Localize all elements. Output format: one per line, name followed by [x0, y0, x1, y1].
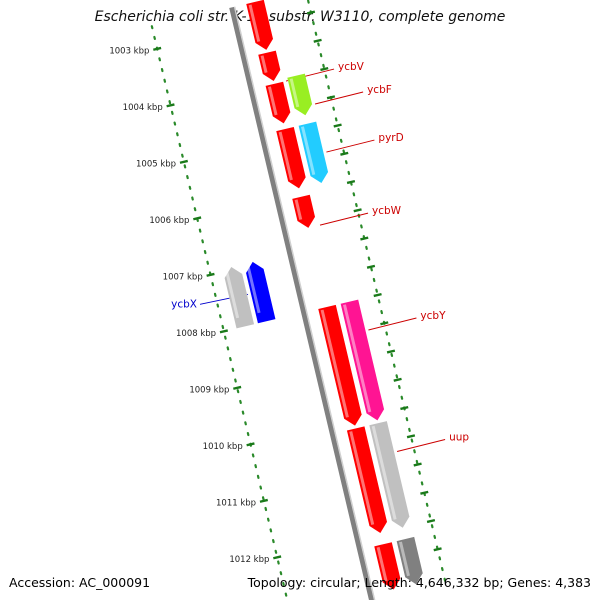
gene-sheen	[246, 264, 261, 314]
gene-sheen	[376, 546, 388, 582]
gene-sheen	[289, 78, 300, 108]
ruler-tick-right	[320, 66, 329, 72]
gene-label: ycbY	[420, 310, 446, 322]
ruler-tick-minor	[433, 547, 442, 552]
ruler-label: 1003 kbp	[109, 47, 149, 57]
gene-leader-line	[396, 439, 446, 452]
ruler-tick-right	[333, 123, 342, 128]
gene-arrow	[374, 542, 401, 590]
ruler-tick-left	[259, 498, 269, 503]
gene-arrow	[224, 266, 255, 329]
gene-label: pyrD	[378, 132, 403, 144]
gene-arrow	[396, 536, 423, 585]
map-title: Escherichia coli str. K-12 substr. W3110…	[94, 9, 506, 25]
ruler-tick-left	[166, 103, 175, 108]
gene-sheen	[399, 541, 410, 577]
ruler-tick-minor	[420, 490, 429, 495]
gene-arrow	[318, 304, 362, 426]
gene-label: ycbF	[367, 84, 392, 96]
gene-sheen	[320, 309, 349, 418]
ruler-tick-minor	[366, 264, 376, 269]
topology-text: Topology: circular; Length: 4,646,332 bp…	[247, 575, 591, 590]
ruler-tick-left	[153, 46, 162, 51]
gene-leader-line	[314, 91, 364, 105]
gene-sheen	[224, 269, 240, 319]
ruler-tick-right	[373, 292, 382, 298]
gene-arrow	[276, 126, 306, 189]
ruler-label: 1009 kbp	[189, 386, 229, 396]
gene-arrow	[287, 73, 313, 116]
ruler-tick-minor	[326, 95, 336, 100]
gene-label: ycbW	[372, 205, 402, 217]
gene-arrow	[246, 0, 273, 50]
gene-label: ycbX	[171, 298, 197, 310]
gene-sheen	[371, 425, 397, 520]
ruler-tick-left	[193, 216, 202, 221]
ruler-label: 1005 kbp	[136, 160, 176, 170]
ruler-label: 1012 kbp	[229, 555, 269, 565]
ruler-label: 1008 kbp	[176, 329, 216, 339]
ruler-label: 1006 kbp	[149, 216, 189, 226]
genome-backbone	[229, 6, 375, 600]
gene-sheen	[300, 126, 316, 176]
ruler-label: 1011 kbp	[216, 499, 256, 509]
gene-sheen	[294, 199, 303, 220]
gene-arrow	[246, 261, 276, 324]
genome-backbone-highlight	[233, 6, 376, 600]
gene-sheen	[349, 431, 375, 525]
gene-sheen	[267, 86, 278, 116]
ruler-tick-left	[206, 272, 215, 277]
ruler-tick-minor	[353, 208, 362, 213]
gene-leader-line	[319, 212, 369, 226]
ruler-tick-left	[233, 385, 242, 390]
ruler-tick-right	[426, 518, 436, 524]
accession-text: Accession: AC_000091	[9, 575, 151, 590]
gene-sheen	[278, 131, 293, 181]
ruler-tick-minor	[340, 151, 349, 156]
ruler-tick-left	[246, 442, 255, 447]
gene-arrow	[298, 121, 329, 184]
ruler-tick-right	[413, 462, 422, 467]
ruler-tick-right	[306, 10, 316, 15]
gene-arrow	[265, 81, 291, 124]
gene-arrow	[369, 421, 410, 528]
gene-arrow	[340, 299, 385, 421]
gene-label: ycbV	[338, 61, 365, 73]
gene-arrow	[258, 50, 281, 81]
ruler-tick-minor	[313, 38, 322, 43]
ruler-label: 1004 kbp	[123, 103, 163, 113]
ruler-tick-left	[219, 329, 229, 334]
gene-sheen	[260, 55, 268, 73]
ruler-tick-right	[346, 179, 356, 185]
ruler-tick-left	[273, 555, 282, 560]
ruler-tick-right	[400, 405, 409, 411]
ruler-tick-left	[179, 159, 189, 164]
ruler-line-left	[150, 25, 289, 600]
gene-leader-line	[368, 317, 417, 331]
ruler-tick-minor	[380, 321, 389, 326]
ruler-tick-right	[386, 349, 396, 354]
ruler-label: 1010 kbp	[203, 442, 243, 452]
gene-sheen	[343, 304, 372, 413]
gene-leader-line	[326, 139, 375, 153]
ruler-tick-right	[360, 236, 369, 241]
gene-arrow	[346, 426, 387, 533]
gene-sheen	[248, 4, 261, 42]
ruler-tick-minor	[406, 434, 416, 439]
ruler-label: 1007 kbp	[163, 273, 203, 283]
gene-label: uup	[449, 431, 469, 443]
ruler-tick-minor	[393, 377, 402, 382]
ruler-line-right	[306, 0, 449, 590]
gene-arrow	[292, 194, 315, 228]
